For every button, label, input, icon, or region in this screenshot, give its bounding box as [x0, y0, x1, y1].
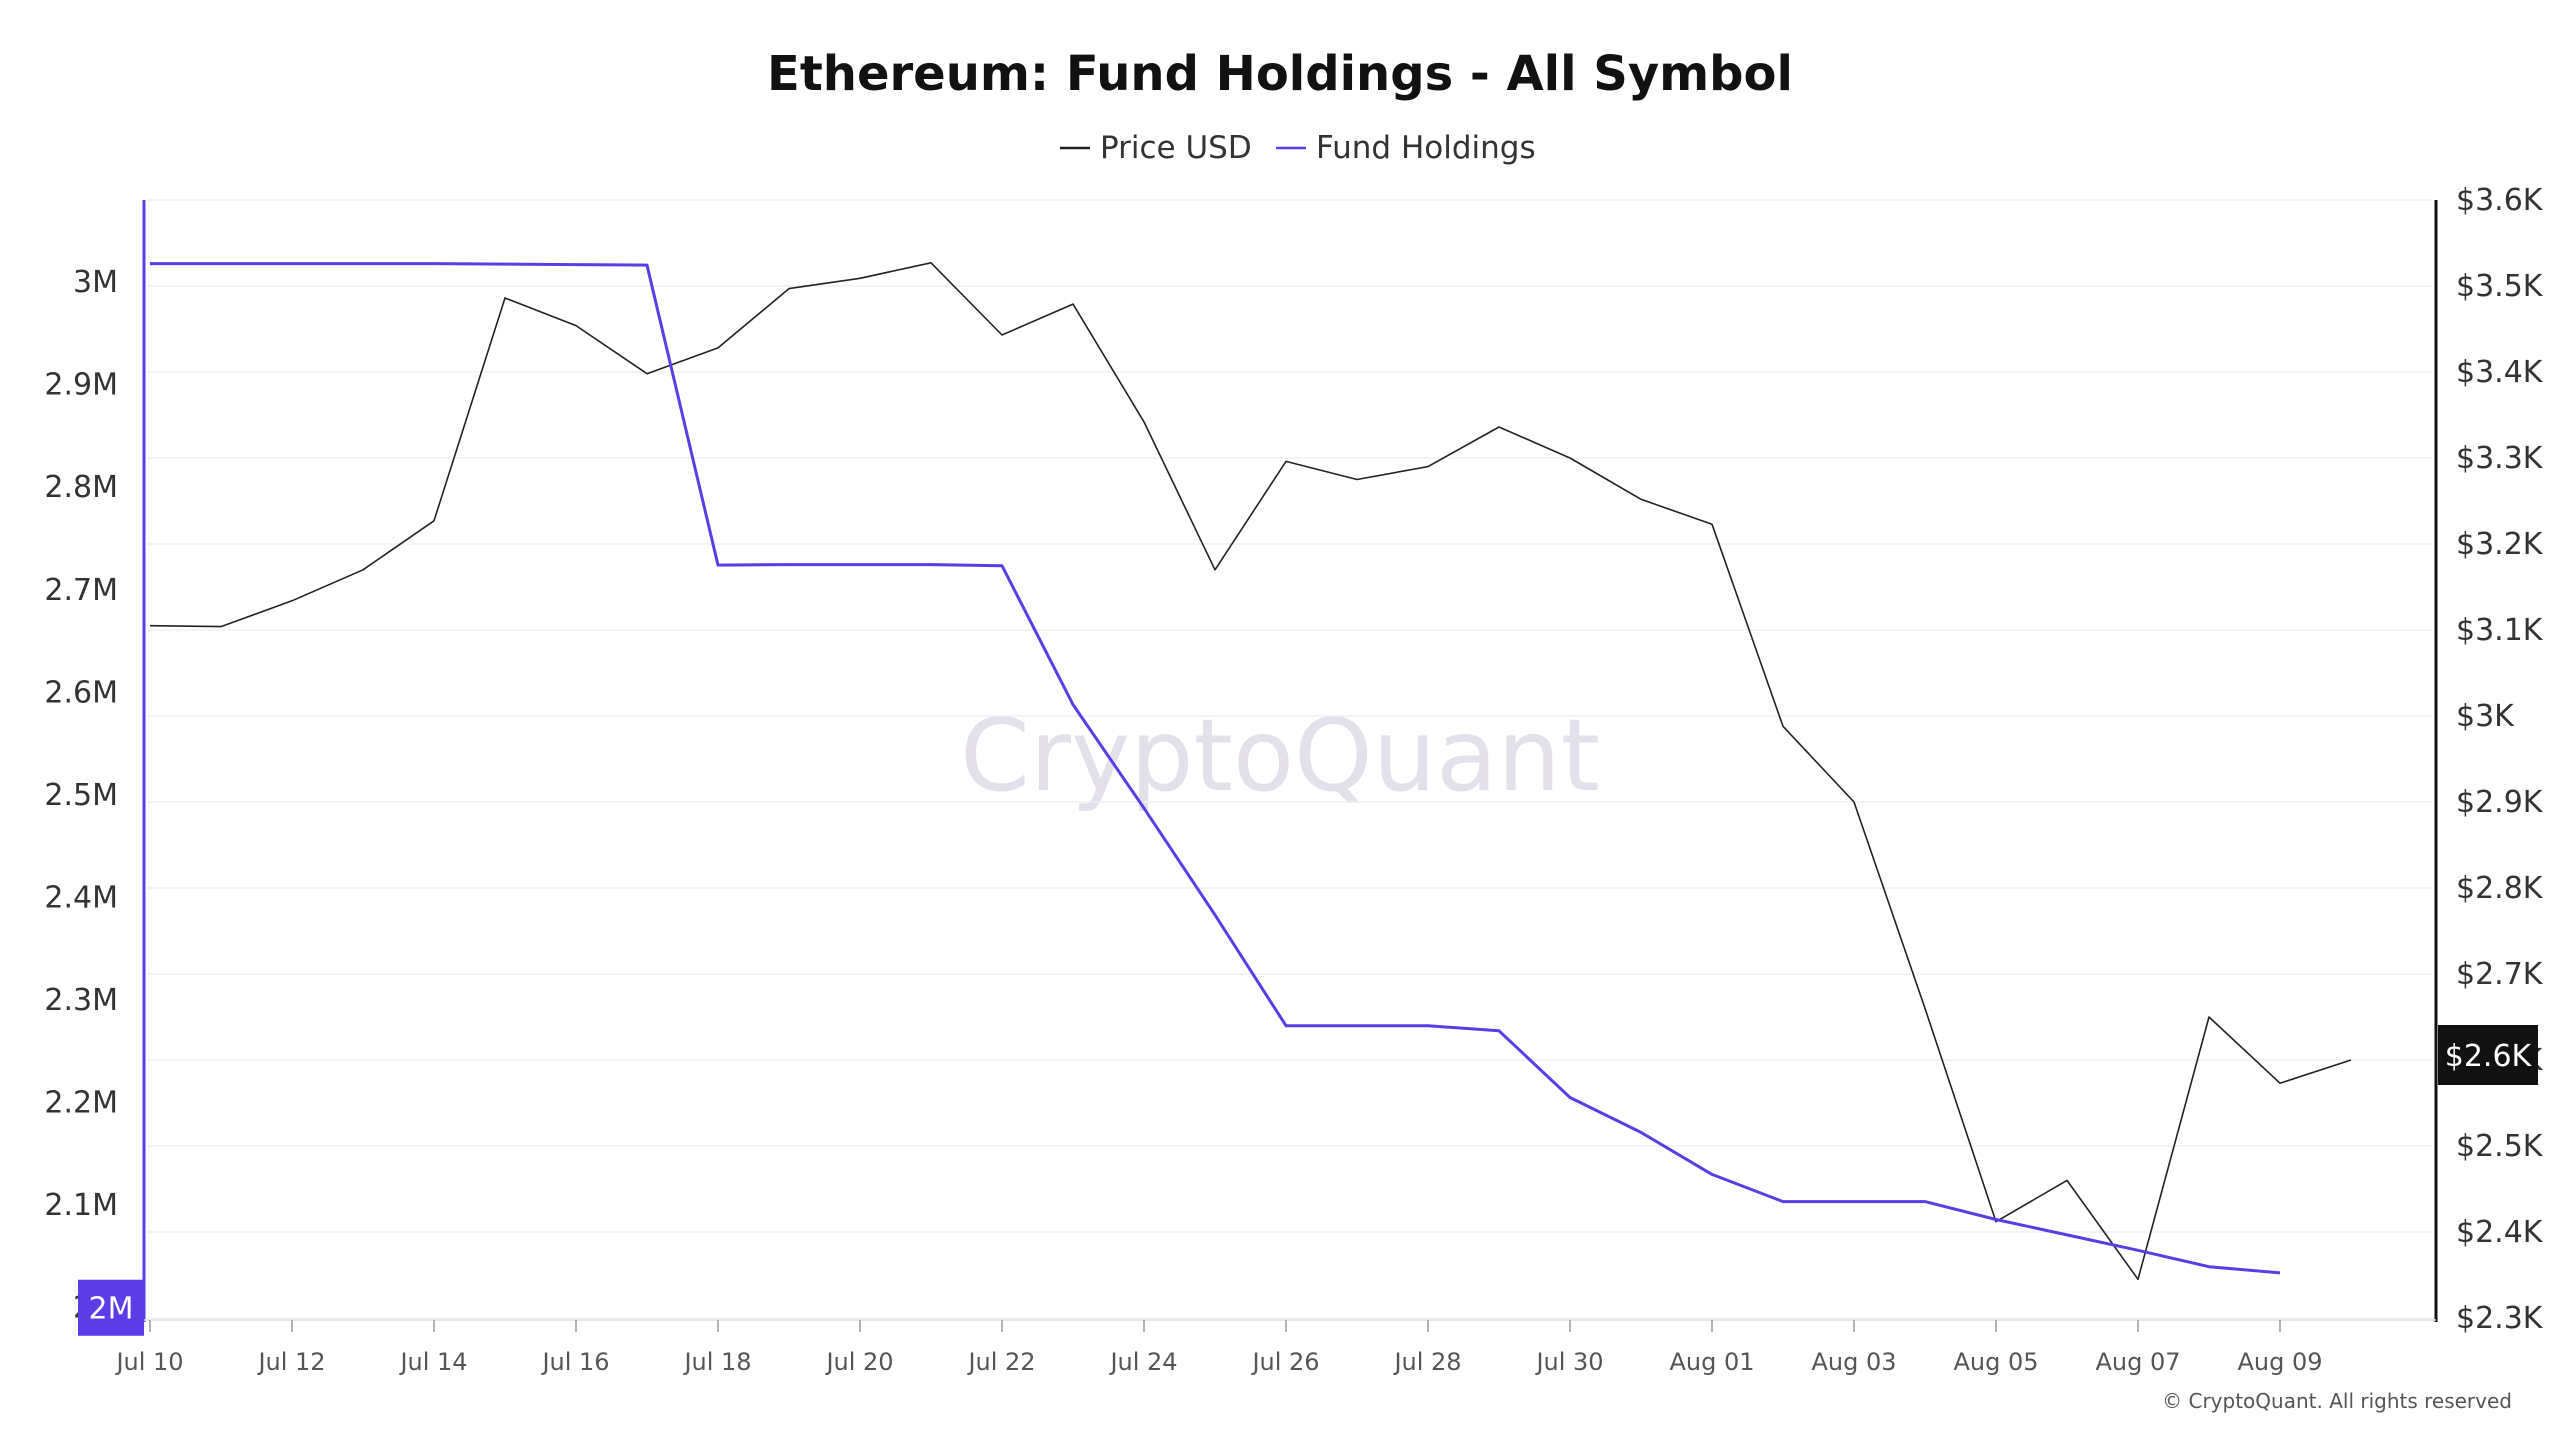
chart-title: Ethereum: Fund Holdings - All Symbol [767, 46, 1793, 102]
right-tick-label: $2.9K [2456, 785, 2544, 820]
x-tick-label: Aug 03 [1811, 1348, 1896, 1376]
left-tick-label: 2.2M [44, 1086, 118, 1121]
left-tick-label: 2.6M [44, 675, 118, 710]
x-tick-label: Aug 09 [2237, 1348, 2322, 1376]
x-tick-label: Jul 28 [1392, 1348, 1461, 1376]
left-tick-label: 2.3M [44, 983, 118, 1018]
right-tick-label: $2.8K [2456, 871, 2544, 906]
right-tick-label: $2.5K [2456, 1129, 2544, 1164]
right-tick-label: $2.7K [2456, 957, 2544, 992]
left-value-badge-label: 2M [89, 1292, 134, 1327]
left-tick-label: 2.4M [44, 880, 118, 915]
axis-badges: 2M $2.6K [78, 1025, 2538, 1336]
right-tick-label: $3.2K [2456, 527, 2544, 562]
right-tick-label: $3.4K [2456, 355, 2544, 390]
x-tick-label: Jul 16 [540, 1348, 609, 1376]
right-tick-label: $3K [2456, 699, 2515, 734]
right-tick-label: $2.3K [2456, 1301, 2544, 1336]
x-tick-label: Jul 24 [1108, 1348, 1177, 1376]
left-tick-label: 2.8M [44, 470, 118, 505]
x-tick-label: Jul 22 [966, 1348, 1035, 1376]
x-tick-label: Aug 01 [1669, 1348, 1754, 1376]
series-line-fund-holdings[interactable] [150, 262, 2281, 1275]
left-tick-label: 2.7M [44, 573, 118, 608]
x-tick-label: Jul 10 [114, 1348, 183, 1376]
x-tick-label: Jul 12 [256, 1348, 325, 1376]
axes [142, 200, 2438, 1322]
x-tick-label: Jul 20 [824, 1348, 893, 1376]
copyright-text: © CryptoQuant. All rights reserved [2162, 1389, 2512, 1413]
watermark-logo-text: CryptoQuant [960, 697, 1600, 814]
right-tick-label: $3.1K [2456, 613, 2544, 648]
right-value-badge [2438, 1025, 2538, 1085]
x-tick-label: Aug 05 [1953, 1348, 2038, 1376]
x-tick-label: Jul 26 [1250, 1348, 1319, 1376]
right-tick-label: $3.5K [2456, 269, 2544, 304]
left-tick-label: 2.9M [44, 368, 118, 403]
legend-label-fund-holdings[interactable]: Fund Holdings [1316, 130, 1536, 166]
gridlines [148, 199, 2432, 1319]
x-tick-label: Jul 30 [1534, 1348, 1603, 1376]
series-line-price-usd[interactable] [149, 262, 2352, 1281]
x-tick-label: Aug 07 [2095, 1348, 2180, 1376]
legend-label-price-usd[interactable]: Price USD [1100, 130, 1252, 166]
legend: Price USD Fund Holdings [1060, 130, 1536, 166]
right-tick-label: $3.6K [2456, 183, 2544, 218]
x-tick-label: Jul 18 [682, 1348, 751, 1376]
right-value-badge-label: $2.6K [2445, 1039, 2533, 1074]
x-tick-label: Jul 14 [398, 1348, 467, 1376]
left-tick-label: 2.1M [44, 1188, 118, 1223]
right-tick-label: $2.4K [2456, 1215, 2544, 1250]
series-layer [149, 262, 2352, 1281]
right-tick-label: $3.3K [2456, 441, 2544, 476]
left-value-badge [78, 1279, 144, 1336]
left-tick-label: 3M [73, 265, 118, 300]
left-tick-label: 2.5M [44, 778, 118, 813]
right-axis-ticks: $2.3K$2.4K$2.5K$2.6K$2.7K$2.8K$2.9K$3K$3… [2456, 183, 2544, 1336]
x-axis-ticks: Jul 10 Jul 12 Jul 14 Jul 16 Jul 18 Jul 20 Jul … [114, 1320, 2323, 1376]
